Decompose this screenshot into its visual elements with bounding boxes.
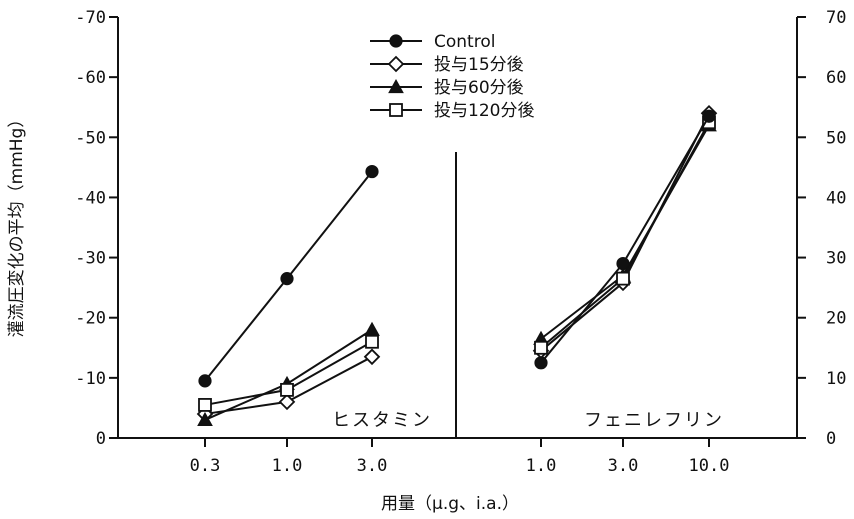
x-tick-label: 1.0	[272, 456, 303, 476]
legend-item: 投与15分後	[370, 55, 524, 75]
left-y-tick-label: -50	[75, 128, 106, 148]
right-y-tick-label: 60	[826, 68, 846, 88]
data-point	[616, 256, 630, 271]
left-y-tick-label: 0	[96, 429, 106, 449]
legend-label: Control	[434, 32, 495, 52]
series-line	[540, 121, 710, 349]
legend-marker	[389, 103, 403, 117]
right-y-tick-label: 20	[826, 309, 846, 329]
data-point	[278, 393, 296, 411]
panel-label-phenylephrine: フェニレフリン	[584, 410, 724, 431]
legend-marker	[387, 55, 405, 73]
y-axis-title: 灌流圧変化の平均（mmHg）	[7, 111, 27, 338]
legend-label: 投与60分後	[434, 78, 524, 98]
legend-item: Control	[370, 32, 495, 52]
right-y-tick-label: 0	[826, 429, 836, 449]
data-point	[534, 356, 548, 370]
left-y-tick-label: -20	[75, 309, 106, 329]
right-y-tick-label: 10	[826, 369, 846, 389]
data-point	[702, 109, 716, 123]
data-point	[198, 374, 212, 388]
legend-item: 投与60分後	[370, 78, 524, 98]
left-y-tick-label: -70	[75, 8, 106, 28]
x-tick-label: 10.0	[689, 456, 730, 476]
legend-item: 投与120分後	[370, 101, 534, 121]
left-y-tick-label: -60	[75, 68, 106, 88]
legend-label: 投与15分後	[434, 55, 524, 75]
legend-marker	[388, 78, 404, 94]
data-point	[197, 411, 213, 427]
x-axis-title: 用量（μ.g、i.a.）	[381, 494, 519, 514]
right-y-tick-label: 30	[826, 249, 846, 269]
data-point	[534, 340, 548, 355]
data-point	[198, 398, 212, 412]
series-line	[540, 124, 710, 340]
axes	[117, 17, 798, 439]
left-y-tick-label: -40	[75, 188, 106, 208]
tick-layer: 0 -10 -20 -30 -40 -50 -60 -70 0 10 20 30 40 50 60 70 0.3…	[75, 8, 846, 476]
left-y-tick-label: -10	[75, 369, 106, 389]
x-tick-label: 0.3	[190, 456, 221, 476]
data-point	[280, 272, 294, 286]
data-point	[365, 334, 379, 349]
legend-marker	[389, 34, 403, 48]
right-y-tick-label: 40	[826, 188, 846, 208]
data-point	[616, 271, 630, 286]
x-tick-label: 1.0	[526, 456, 557, 476]
data-point	[365, 164, 379, 179]
series-1-1	[532, 104, 718, 360]
series-0-0	[198, 164, 379, 388]
x-tick-label: 3.0	[608, 456, 639, 476]
right-y-tick-label: 50	[826, 128, 846, 148]
data-point	[364, 321, 380, 336]
panel-label-histamine: ヒスタミン	[332, 410, 432, 431]
series-1-0	[534, 109, 716, 370]
right-y-tick-label: 70	[826, 8, 846, 28]
data-point	[363, 348, 381, 366]
x-tick-label: 3.0	[357, 456, 388, 476]
legend-label: 投与120分後	[434, 101, 534, 121]
left-y-tick-label: -30	[75, 249, 106, 269]
series-line	[540, 112, 710, 352]
series-0-3	[198, 334, 379, 412]
data-point	[280, 382, 294, 397]
series-layer	[196, 104, 718, 427]
